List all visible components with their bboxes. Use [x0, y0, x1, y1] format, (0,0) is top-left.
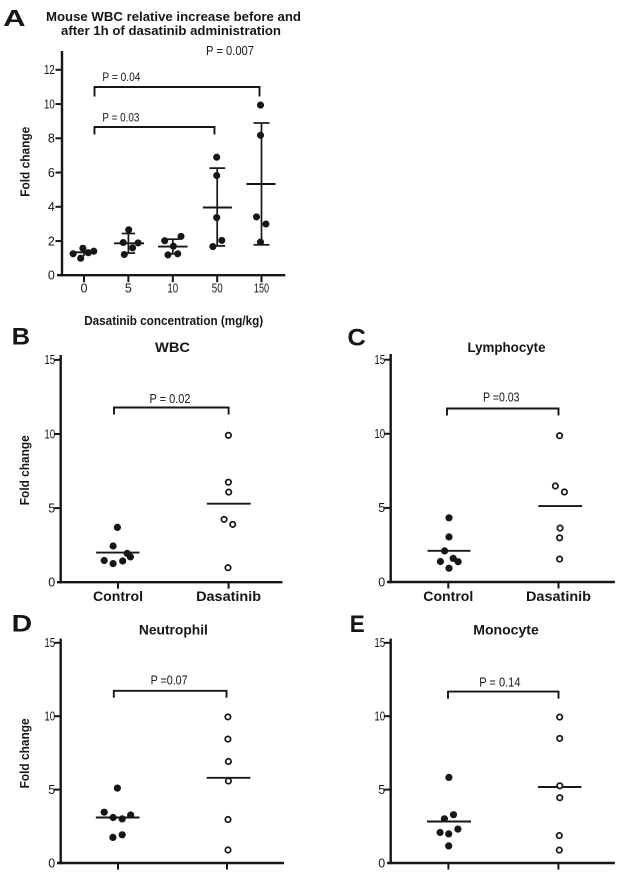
svg-text:0: 0: [378, 856, 385, 870]
svg-text:15: 15: [44, 353, 55, 367]
svg-text:4: 4: [48, 200, 55, 214]
svg-text:5: 5: [48, 501, 55, 515]
svg-text:C: C: [347, 324, 366, 351]
svg-text:after 1h of dasatinib administ: after 1h of dasatinib administration: [61, 23, 281, 38]
svg-text:0: 0: [48, 856, 55, 870]
svg-text:Control: Control: [423, 588, 473, 604]
svg-text:5: 5: [378, 501, 385, 515]
svg-text:6: 6: [48, 166, 55, 180]
svg-text:E: E: [350, 611, 365, 638]
svg-text:P =0.07: P =0.07: [151, 672, 188, 687]
svg-text:D: D: [12, 611, 33, 638]
svg-text:A: A: [3, 5, 26, 31]
svg-text:Dasatinib concentration (mg/kg: Dasatinib concentration (mg/kg): [84, 314, 263, 328]
svg-text:Lymphocyte: Lymphocyte: [468, 339, 546, 355]
svg-text:10: 10: [374, 427, 385, 441]
svg-text:10: 10: [44, 427, 55, 441]
svg-text:0: 0: [48, 576, 55, 590]
svg-text:P = 0.04: P = 0.04: [102, 70, 140, 84]
svg-text:P = 0.03: P = 0.03: [102, 111, 139, 125]
svg-text:10: 10: [44, 710, 55, 724]
svg-text:10: 10: [44, 97, 55, 111]
svg-text:0: 0: [378, 575, 385, 589]
svg-text:Neutrophil: Neutrophil: [139, 622, 208, 638]
svg-text:Control: Control: [93, 588, 143, 604]
svg-text:Fold change: Fold change: [17, 718, 32, 788]
svg-text:5: 5: [125, 282, 132, 296]
svg-text:P = 0.007: P = 0.007: [206, 43, 254, 58]
svg-text:P =0.03: P =0.03: [483, 390, 520, 405]
svg-text:10: 10: [374, 710, 385, 724]
svg-text:Dasatinib: Dasatinib: [196, 588, 261, 604]
svg-text:Monocyte: Monocyte: [473, 621, 539, 637]
svg-text:5: 5: [48, 783, 55, 797]
svg-text:15: 15: [374, 353, 385, 367]
svg-text:Mouse WBC relative increase be: Mouse WBC relative increase before and: [46, 9, 301, 24]
svg-text:15: 15: [374, 636, 385, 650]
svg-text:0: 0: [48, 269, 55, 283]
svg-text:50: 50: [212, 282, 223, 296]
svg-text:2: 2: [48, 234, 55, 248]
svg-text:Fold change: Fold change: [17, 127, 32, 197]
svg-text:P = 0.14: P = 0.14: [479, 675, 520, 690]
svg-text:12: 12: [44, 63, 55, 77]
svg-text:10: 10: [167, 282, 178, 296]
svg-text:Dasatinib: Dasatinib: [526, 588, 591, 604]
svg-text:5: 5: [378, 783, 385, 797]
svg-text:15: 15: [44, 636, 55, 650]
svg-text:150: 150: [254, 282, 269, 296]
svg-text:P = 0.02: P = 0.02: [150, 391, 191, 406]
svg-text:8: 8: [48, 132, 55, 146]
svg-text:0: 0: [81, 282, 88, 296]
svg-text:B: B: [12, 324, 31, 351]
svg-text:Fold change: Fold change: [17, 435, 32, 505]
svg-text:WBC: WBC: [155, 339, 190, 355]
